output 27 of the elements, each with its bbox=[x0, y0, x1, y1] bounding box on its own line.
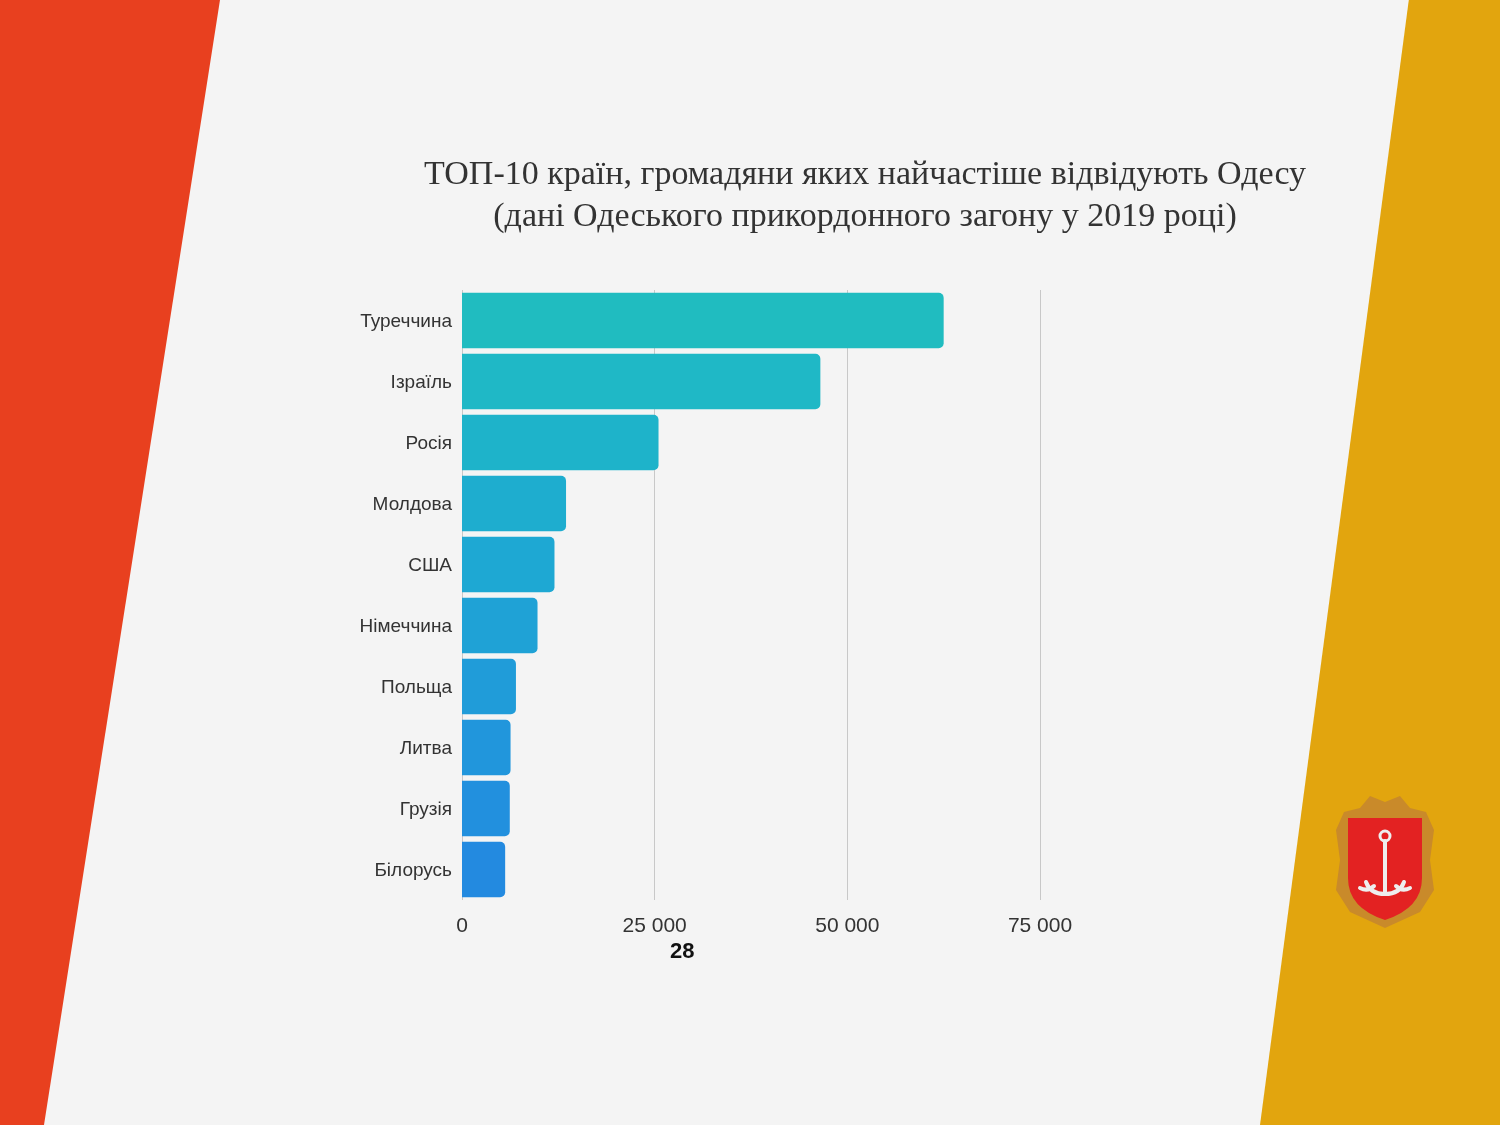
x-tick-label: 75 000 bbox=[1007, 913, 1073, 936]
bar bbox=[462, 658, 516, 715]
bar bbox=[462, 292, 944, 349]
chart-title: ТОП-10 країн, громадяни яких найчастіше відвідують Одесу bbox=[423, 153, 1307, 191]
bar bbox=[462, 414, 659, 471]
y-tick-label: Німеччина bbox=[359, 615, 453, 636]
chart-subtitle: (дані Одеського прикордонного загону у 2019 році) bbox=[493, 195, 1237, 234]
bar bbox=[462, 353, 821, 410]
y-tick-label: Грузія bbox=[399, 798, 452, 819]
y-tick-label: США bbox=[408, 554, 453, 575]
y-tick-label: Польща bbox=[381, 676, 453, 697]
y-tick-label: Росія bbox=[405, 432, 452, 453]
x-tick-label: 25 000 bbox=[622, 913, 687, 936]
y-tick-label: Туреччина bbox=[360, 310, 453, 331]
y-tick-label: Білорусь bbox=[374, 859, 453, 880]
y-tick-label: Молдова bbox=[372, 493, 453, 514]
bar bbox=[462, 597, 538, 654]
bar bbox=[462, 780, 510, 837]
y-tick-label: Литва bbox=[399, 737, 453, 758]
x-tick-label: 0 bbox=[456, 913, 468, 936]
bar bbox=[462, 719, 511, 776]
bar bbox=[462, 841, 506, 898]
bar bbox=[462, 475, 567, 532]
y-tick-label: Ізраїль bbox=[390, 371, 453, 392]
bar bbox=[462, 536, 555, 593]
text: 28 bbox=[670, 938, 695, 964]
x-tick-label: 50 000 bbox=[815, 913, 880, 936]
